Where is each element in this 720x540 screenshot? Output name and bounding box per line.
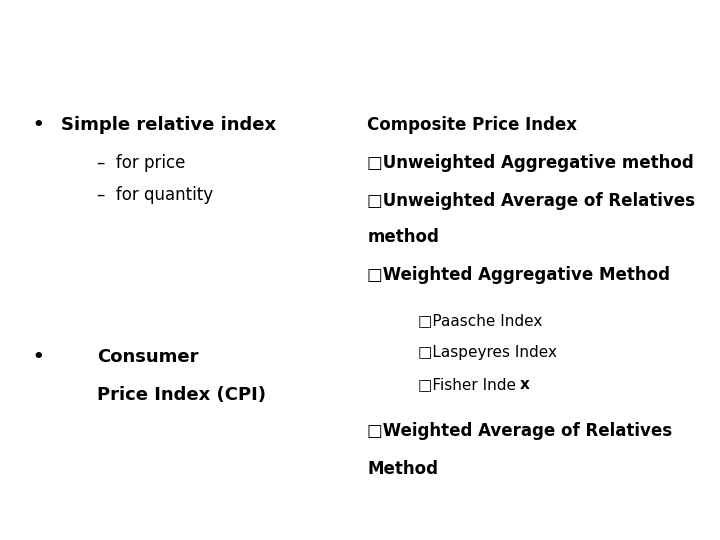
Text: •: • <box>32 116 44 134</box>
Text: x: x <box>520 377 530 392</box>
Text: □Unweighted Average of Relatives: □Unweighted Average of Relatives <box>367 192 696 210</box>
Text: Price Index (CPI): Price Index (CPI) <box>97 386 266 404</box>
Text: •: • <box>32 348 44 366</box>
Text: □Weighted Average of Relatives: □Weighted Average of Relatives <box>367 422 672 440</box>
Text: Consumer: Consumer <box>97 348 199 366</box>
Text: □Unweighted Aggregative method: □Unweighted Aggregative method <box>367 154 694 172</box>
Text: Simple relative index: Simple relative index <box>61 116 276 134</box>
Text: □Fisher Inde: □Fisher Inde <box>418 377 516 392</box>
Text: □Weighted Aggregative Method: □Weighted Aggregative Method <box>367 266 670 284</box>
Text: □Laspeyres Index: □Laspeyres Index <box>418 345 557 360</box>
Text: □Paasche Index: □Paasche Index <box>418 313 542 328</box>
Text: Method: Method <box>367 460 438 478</box>
Text: –  for price: – for price <box>97 154 186 172</box>
Text: –  for quantity: – for quantity <box>97 186 213 204</box>
Text: method: method <box>367 228 439 246</box>
Text: Composite Price Index: Composite Price Index <box>367 116 577 134</box>
